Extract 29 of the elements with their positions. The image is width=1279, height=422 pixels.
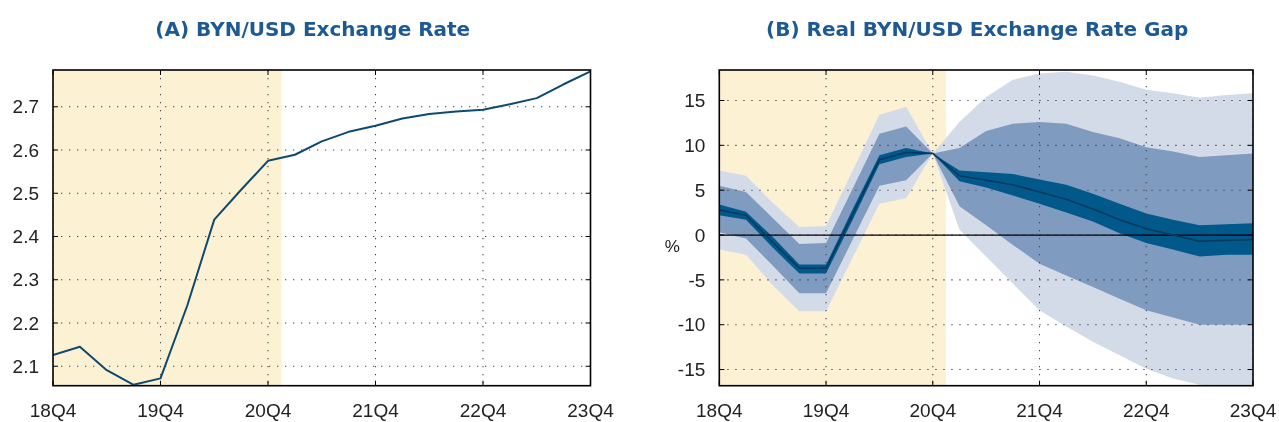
x-tick-label: 20Q4 [909,399,957,421]
x-tick-label: 19Q4 [802,399,850,421]
x-tick-label: 18Q4 [29,399,77,421]
x-tick-label: 21Q4 [352,399,400,421]
y-tick-label: 15 [684,90,706,112]
y-tick-label: -5 [688,269,706,291]
chart-title: (B) Real BYN/USD Exchange Rate Gap [766,17,1189,41]
y-tick-label: 5 [694,179,706,201]
x-tick-label: 23Q4 [1229,399,1277,421]
y-tick-label: 2.4 [12,226,40,248]
y-tick-label: -10 [677,314,706,336]
x-tick-label: 18Q4 [696,399,743,421]
y-tick-label: 2.1 [12,355,39,377]
y-axis-title: % [664,236,680,256]
x-tick-label: 22Q4 [1123,399,1170,421]
y-tick-label: -15 [677,359,706,381]
y-tick-label: 2.2 [12,312,39,334]
y-tick-label: 10 [684,134,706,156]
x-tick-label: 23Q4 [567,399,615,421]
x-tick-label: 22Q4 [459,399,507,421]
y-tick-label: 2.5 [12,182,39,204]
y-tick-label: 2.7 [12,96,39,118]
x-tick-label: 19Q4 [137,399,185,421]
y-tick-label: 2.3 [12,269,39,291]
chart-title: (A) BYN/USD Exchange Rate [155,17,471,41]
x-tick-label: 20Q4 [244,399,292,421]
y-tick-label: 0 [694,224,706,246]
x-tick-label: 21Q4 [1016,399,1064,421]
y-tick-label: 2.6 [12,139,39,161]
